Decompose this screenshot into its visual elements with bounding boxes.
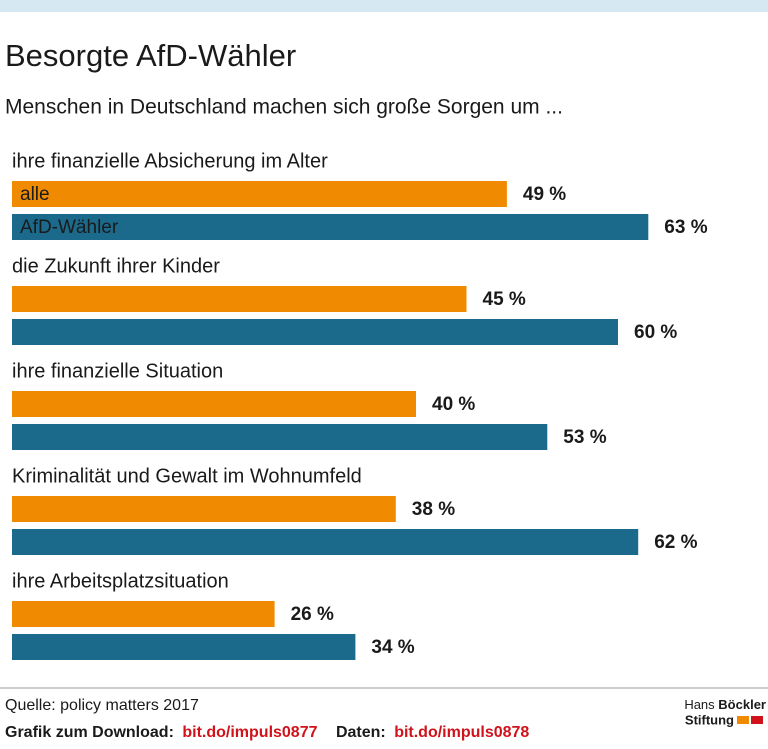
bar: [12, 286, 467, 312]
source: Quelle: policy matters 2017: [5, 697, 199, 714]
bar: [12, 214, 649, 240]
chart-subtitle: Menschen in Deutschland machen sich groß…: [5, 96, 563, 119]
category-label: die Zukunft ihrer Kinder: [12, 255, 220, 277]
logo-square: [751, 716, 763, 724]
logo-line1: Hans Böckler: [684, 697, 766, 712]
value-label: 49 %: [523, 184, 566, 205]
bar: [12, 634, 356, 660]
bar: [12, 181, 507, 207]
value-label: 45 %: [483, 289, 526, 310]
value-label: 34 %: [371, 637, 414, 658]
bar: [12, 424, 548, 450]
legend-label: AfD-Wähler: [20, 217, 119, 238]
value-label: 60 %: [634, 322, 677, 343]
top-band: [0, 0, 768, 12]
chart-title: Besorgte AfD-Wähler: [5, 38, 296, 73]
bar: [12, 391, 416, 417]
logo-square: [737, 716, 749, 724]
category-label: ihre finanzielle Absicherung im Alter: [12, 150, 328, 172]
logo-bold: Böckler: [718, 697, 766, 712]
download-line: Grafik zum Download: bit.do/impuls0877 D…: [5, 724, 529, 741]
value-label: 62 %: [654, 532, 697, 553]
logo-line2: Stiftung: [685, 712, 734, 727]
value-label: 53 %: [563, 427, 606, 448]
bar: [12, 319, 618, 345]
bar: [12, 496, 396, 522]
data-label: Daten:: [336, 724, 386, 741]
value-label: 38 %: [412, 499, 455, 520]
category-label: ihre Arbeitsplatzsituation: [12, 570, 229, 592]
value-label: 26 %: [291, 604, 334, 625]
category-label: ihre finanzielle Situation: [12, 360, 223, 382]
category-label: Kriminalität und Gewalt im Wohnumfeld: [12, 465, 362, 487]
value-label: 40 %: [432, 394, 475, 415]
download-link[interactable]: bit.do/impuls0877: [182, 724, 317, 741]
legend-label: alle: [20, 184, 50, 205]
bar: [12, 529, 639, 555]
download-label: Grafik zum Download:: [5, 724, 174, 741]
bar: [12, 601, 275, 627]
logo-regular: Hans: [684, 697, 715, 712]
data-link[interactable]: bit.do/impuls0878: [394, 724, 529, 741]
value-label: 63 %: [664, 217, 707, 238]
